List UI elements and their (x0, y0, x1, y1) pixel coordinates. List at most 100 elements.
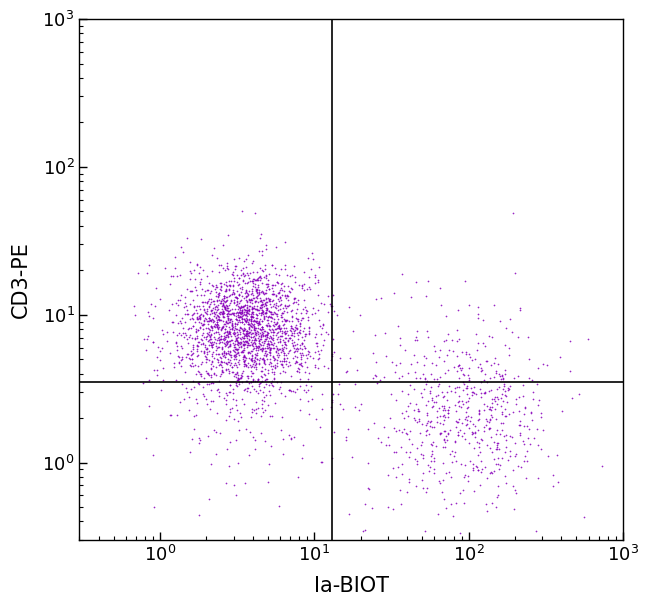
Point (256, 303, 266, 313)
Point (454, 396, 464, 406)
Point (265, 344, 275, 353)
Point (215, 284, 226, 294)
Point (223, 333, 233, 342)
Point (195, 277, 205, 287)
Point (383, 432, 393, 441)
Point (263, 275, 274, 285)
Point (229, 292, 240, 302)
Point (268, 335, 279, 345)
Point (287, 299, 298, 308)
Point (268, 280, 278, 290)
Point (189, 302, 200, 311)
Point (205, 333, 215, 342)
Point (241, 360, 252, 370)
Point (222, 326, 232, 336)
Point (221, 305, 231, 315)
Point (242, 347, 253, 357)
Point (504, 410, 515, 419)
Point (523, 424, 534, 434)
Point (238, 276, 248, 286)
Point (237, 313, 248, 323)
Point (208, 361, 218, 371)
Point (491, 368, 501, 378)
Point (225, 360, 235, 370)
Point (225, 387, 235, 397)
Point (223, 342, 233, 352)
Point (227, 289, 237, 299)
Point (524, 374, 534, 384)
Point (281, 315, 291, 325)
Point (236, 338, 246, 348)
Point (220, 297, 231, 307)
Point (238, 302, 248, 311)
Point (214, 314, 225, 324)
Point (207, 266, 217, 276)
Point (466, 412, 476, 422)
Point (240, 316, 251, 326)
Point (168, 317, 178, 327)
Point (203, 431, 213, 441)
Point (198, 348, 209, 358)
Point (419, 373, 430, 383)
Point (275, 344, 285, 354)
Point (232, 330, 242, 340)
Point (237, 378, 247, 387)
Point (497, 389, 507, 399)
Point (214, 290, 224, 300)
Point (224, 367, 235, 376)
Point (313, 315, 324, 325)
Point (204, 316, 214, 326)
Point (260, 334, 270, 344)
Point (207, 396, 218, 406)
Point (295, 375, 306, 384)
Point (295, 315, 306, 325)
Point (412, 326, 423, 336)
Point (480, 463, 490, 472)
Point (272, 322, 283, 331)
Point (239, 256, 249, 265)
Point (256, 296, 266, 306)
Point (246, 356, 257, 366)
Point (258, 266, 268, 276)
Point (278, 347, 289, 356)
Point (289, 293, 299, 303)
Point (451, 422, 462, 432)
Point (250, 285, 261, 295)
Point (220, 324, 231, 334)
Point (482, 473, 492, 483)
Point (276, 345, 287, 355)
Point (248, 333, 258, 342)
Point (279, 348, 289, 358)
Point (300, 331, 310, 341)
Point (291, 324, 302, 333)
Point (232, 277, 242, 287)
Point (233, 308, 244, 318)
Point (248, 321, 259, 331)
Point (261, 297, 272, 307)
Point (246, 328, 257, 337)
Point (257, 327, 268, 337)
Point (214, 349, 224, 359)
Point (196, 290, 206, 300)
Point (213, 322, 223, 331)
Point (230, 321, 240, 331)
Point (257, 388, 268, 398)
Point (455, 364, 465, 373)
Point (494, 369, 504, 379)
Point (443, 405, 454, 415)
Point (139, 334, 150, 344)
Point (236, 372, 246, 382)
Point (259, 264, 270, 274)
Point (257, 300, 267, 310)
Point (270, 362, 280, 371)
Point (248, 376, 259, 385)
Point (274, 334, 285, 344)
Point (214, 331, 224, 341)
Point (254, 381, 265, 391)
Point (239, 331, 249, 341)
Point (260, 288, 270, 298)
Point (268, 289, 278, 299)
Point (191, 395, 202, 404)
Point (213, 358, 223, 367)
Point (396, 270, 407, 279)
